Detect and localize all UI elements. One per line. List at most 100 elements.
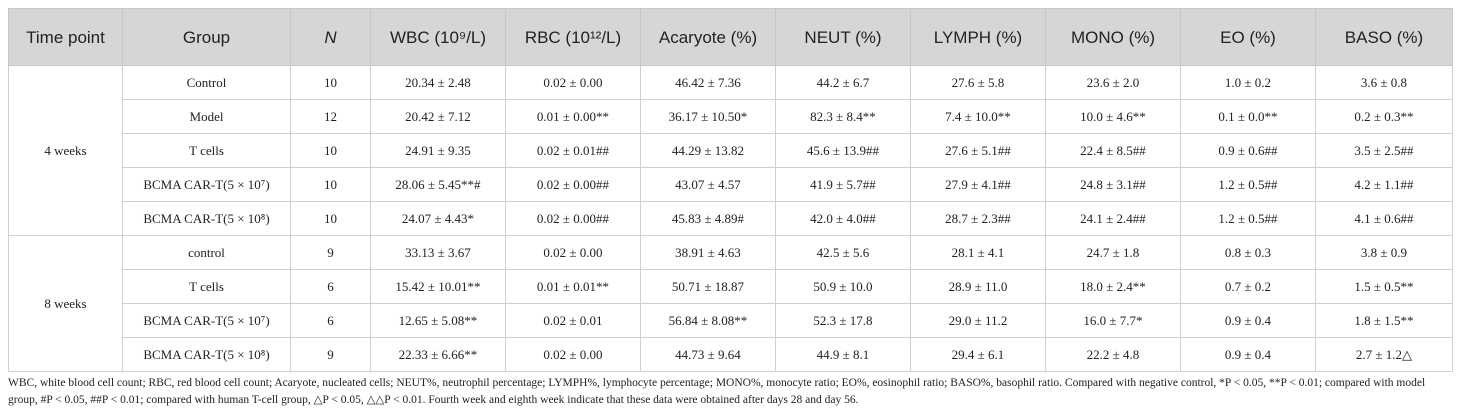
header-cell: Group — [122, 8, 291, 66]
time-point-cell: 8 weeks — [8, 235, 123, 372]
data-cell: 44.2 ± 6.7 — [775, 65, 911, 100]
data-cell: 3.6 ± 0.8 — [1315, 65, 1453, 100]
table-row: 4 weeks Control 10 20.34 ± 2.48 0.02 ± 0.00 4… — [8, 65, 1453, 236]
data-cell: 50.71 ± 18.87 — [640, 269, 776, 304]
data-cell: 24.1 ± 2.4## — [1045, 201, 1181, 236]
table-row: BCMA CAR-T(5 × 10⁸) 10 24.07 ± 4.43* 0.02 ±… — [9, 201, 1453, 236]
header-cell: BASO (%) — [1315, 8, 1453, 66]
data-cell: 4.2 ± 1.1## — [1315, 167, 1453, 202]
data-cell: 46.42 ± 7.36 — [640, 65, 776, 100]
data-cell: 20.42 ± 7.12 — [370, 99, 506, 134]
data-cell: 0.02 ± 0.00## — [505, 201, 641, 236]
data-cell: 27.9 ± 4.1## — [910, 167, 1046, 202]
data-cell: 7.4 ± 10.0** — [910, 99, 1046, 134]
data-cell: 33.13 ± 3.67 — [370, 235, 506, 270]
data-cell: 24.8 ± 3.1## — [1045, 167, 1181, 202]
data-cell: 42.0 ± 4.0## — [775, 201, 911, 236]
data-cell: 0.02 ± 0.00 — [505, 235, 641, 270]
data-cell: 0.9 ± 0.4 — [1180, 303, 1316, 338]
data-cell: 24.91 ± 9.35 — [370, 133, 506, 168]
data-cell: 2.7 ± 1.2△ — [1315, 337, 1453, 372]
data-cell: 28.06 ± 5.45**# — [370, 167, 506, 202]
group-cell: BCMA CAR-T(5 × 10⁸) — [122, 337, 291, 372]
group-cell: T cells — [122, 269, 291, 304]
data-cell: 24.07 ± 4.43* — [370, 201, 506, 236]
data-cell: 9 — [290, 235, 371, 270]
table-row: T cells 10 24.91 ± 9.35 0.02 ± 0.01## 44.29 … — [9, 133, 1453, 168]
data-cell: 22.2 ± 4.8 — [1045, 337, 1181, 372]
header-cell: EO (%) — [1180, 8, 1316, 66]
data-cell: 20.34 ± 2.48 — [370, 65, 506, 100]
data-cell: 1.2 ± 0.5## — [1180, 167, 1316, 202]
data-cell: 1.0 ± 0.2 — [1180, 65, 1316, 100]
table-body: 4 weeks Control 10 20.34 ± 2.48 0.02 ± 0.00 4… — [8, 65, 1453, 372]
data-cell: 22.4 ± 8.5## — [1045, 133, 1181, 168]
data-cell: 6 — [290, 269, 371, 304]
data-cell: 0.8 ± 0.3 — [1180, 235, 1316, 270]
data-cell: 44.9 ± 8.1 — [775, 337, 911, 372]
header-cell: RBC (10¹²/L) — [505, 8, 641, 66]
data-cell: 3.5 ± 2.5## — [1315, 133, 1453, 168]
group-cell: T cells — [122, 133, 291, 168]
data-cell: 10 — [290, 133, 371, 168]
data-cell: 0.9 ± 0.6## — [1180, 133, 1316, 168]
data-cell: 22.33 ± 6.66** — [370, 337, 506, 372]
header-cell: MONO (%) — [1045, 8, 1181, 66]
data-cell: 10 — [290, 201, 371, 236]
data-cell: 12.65 ± 5.08** — [370, 303, 506, 338]
table-row: 8 weeks control 9 33.13 ± 3.67 0.02 ± 0.00 38… — [8, 235, 1453, 372]
data-cell: 29.0 ± 11.2 — [910, 303, 1046, 338]
data-cell: 0.02 ± 0.00 — [505, 337, 641, 372]
data-cell: 27.6 ± 5.1## — [910, 133, 1046, 168]
data-cell: 18.0 ± 2.4** — [1045, 269, 1181, 304]
table-row: BCMA CAR-T(5 × 10⁸) 9 22.33 ± 6.66** 0.02 ±… — [9, 337, 1453, 372]
time-point-cell: 4 weeks — [8, 65, 123, 236]
table: Time point Group N WBC (10⁹/L) RBC (10¹²/L) A… — [8, 8, 1453, 372]
data-cell: 50.9 ± 10.0 — [775, 269, 911, 304]
data-cell: 36.17 ± 10.50* — [640, 99, 776, 134]
data-cell: 1.2 ± 0.5## — [1180, 201, 1316, 236]
group-cell: BCMA CAR-T(5 × 10⁷) — [122, 303, 291, 338]
header-cell: Time point — [8, 8, 123, 66]
data-cell: 52.3 ± 17.8 — [775, 303, 911, 338]
data-cell: 43.07 ± 4.57 — [640, 167, 776, 202]
table-row: BCMA CAR-T(5 × 10⁷) 10 28.06 ± 5.45**# 0.02… — [9, 167, 1453, 202]
data-cell: 4.1 ± 0.6## — [1315, 201, 1453, 236]
data-cell: 0.2 ± 0.3** — [1315, 99, 1453, 134]
header-cell: NEUT (%) — [775, 8, 911, 66]
data-cell: 1.5 ± 0.5** — [1315, 269, 1453, 304]
data-cell: 6 — [290, 303, 371, 338]
data-cell: 42.5 ± 5.6 — [775, 235, 911, 270]
data-cell: 0.7 ± 0.2 — [1180, 269, 1316, 304]
table-wrap: Time point Group N WBC (10⁹/L) RBC (10¹²/L) A… — [8, 8, 1453, 372]
data-cell: 41.9 ± 5.7## — [775, 167, 911, 202]
data-cell: 0.01 ± 0.01** — [505, 269, 641, 304]
data-cell: 1.8 ± 1.5** — [1315, 303, 1453, 338]
data-cell: 10 — [290, 167, 371, 202]
data-cell: 44.73 ± 9.64 — [640, 337, 776, 372]
data-cell: 10.0 ± 4.6** — [1045, 99, 1181, 134]
data-cell: 24.7 ± 1.8 — [1045, 235, 1181, 270]
group-cell: BCMA CAR-T(5 × 10⁷) — [122, 167, 291, 202]
header-cell: WBC (10⁹/L) — [370, 8, 506, 66]
data-cell: 12 — [290, 99, 371, 134]
data-cell: 23.6 ± 2.0 — [1045, 65, 1181, 100]
footnote: WBC, white blood cell count; RBC, red bl… — [8, 377, 1426, 406]
data-cell: 16.0 ± 7.7* — [1045, 303, 1181, 338]
data-cell: 44.29 ± 13.82 — [640, 133, 776, 168]
data-cell: 15.42 ± 10.01** — [370, 269, 506, 304]
data-cell: 0.02 ± 0.00## — [505, 167, 641, 202]
data-cell: 3.8 ± 0.9 — [1315, 235, 1453, 270]
data-cell: 82.3 ± 8.4** — [775, 99, 911, 134]
group-cell: Model — [122, 99, 291, 134]
data-cell: 28.1 ± 4.1 — [910, 235, 1046, 270]
data-cell: 45.6 ± 13.9## — [775, 133, 911, 168]
data-cell: 0.1 ± 0.0** — [1180, 99, 1316, 134]
table-row: BCMA CAR-T(5 × 10⁷) 6 12.65 ± 5.08** 0.02 ±… — [9, 303, 1453, 338]
data-cell: 9 — [290, 337, 371, 372]
data-cell: 29.4 ± 6.1 — [910, 337, 1046, 372]
data-cell: 27.6 ± 5.8 — [910, 65, 1046, 100]
header-row: Time point Group N WBC (10⁹/L) RBC (10¹²/L) A… — [8, 8, 1453, 66]
header-cell: Acaryote (%) — [640, 8, 776, 66]
data-cell: 0.01 ± 0.00** — [505, 99, 641, 134]
